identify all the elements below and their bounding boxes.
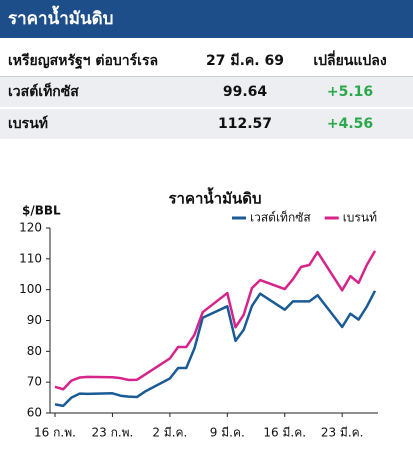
table-header: เหรียญสหรัฐฯ ต่อบาร์เรล 27 มี.ค. 69 เปลี… — [0, 46, 413, 77]
cell: เวสต์เท็กซัส — [8, 84, 79, 100]
y-tick-label: 120 — [19, 221, 42, 235]
x-tick-label: 16 ก.พ. — [34, 426, 76, 440]
table-row: เวสต์เท็กซัส 99.64 +5.16 — [0, 77, 413, 107]
legend-label: เวสต์เท็กซัส — [250, 210, 311, 225]
chart-title: ราคาน้ำมันดิบ — [168, 187, 261, 208]
legend-label: เบรนท์ — [343, 211, 377, 225]
y-tick-label: 100 — [19, 282, 42, 296]
column-header: 27 มี.ค. 69 — [206, 53, 284, 69]
y-tick-label: 90 — [27, 313, 42, 327]
cell: เบรนท์ — [8, 116, 48, 132]
y-axis-label: $/BBL — [22, 204, 61, 218]
y-tick-label: 80 — [27, 344, 42, 358]
x-tick-label: 23 มี.ค. — [321, 426, 364, 440]
x-tick-label: 2 มี.ค. — [152, 426, 187, 440]
chart: ราคาน้ำมันดิบ $/BBL 60 70 80 90 100 110 120 16 … — [19, 187, 378, 440]
cell: +5.16 — [326, 84, 374, 100]
series-line — [54, 250, 377, 391]
cell: 112.57 — [217, 116, 273, 132]
table-row: เบรนท์ 112.57 +4.56 — [0, 109, 413, 139]
cell: +4.56 — [326, 116, 374, 132]
y-tick-label: 60 — [27, 406, 42, 420]
x-tick-label: 23 ก.พ. — [91, 426, 133, 440]
header-title: ราคาน้ำมันดิบ — [0, 0, 413, 38]
x-tick-label: 9 มี.ค. — [210, 426, 245, 440]
column-header: เปลี่ยนแปลง — [313, 53, 387, 69]
cell: 99.64 — [222, 84, 268, 100]
y-tick-label: 70 — [27, 375, 42, 389]
series-line — [54, 290, 377, 408]
column-header: เหรียญสหรัฐฯ ต่อบาร์เรล — [8, 53, 159, 69]
x-tick-label: 16 มี.ค. — [263, 426, 306, 440]
y-tick-label: 110 — [19, 251, 42, 265]
